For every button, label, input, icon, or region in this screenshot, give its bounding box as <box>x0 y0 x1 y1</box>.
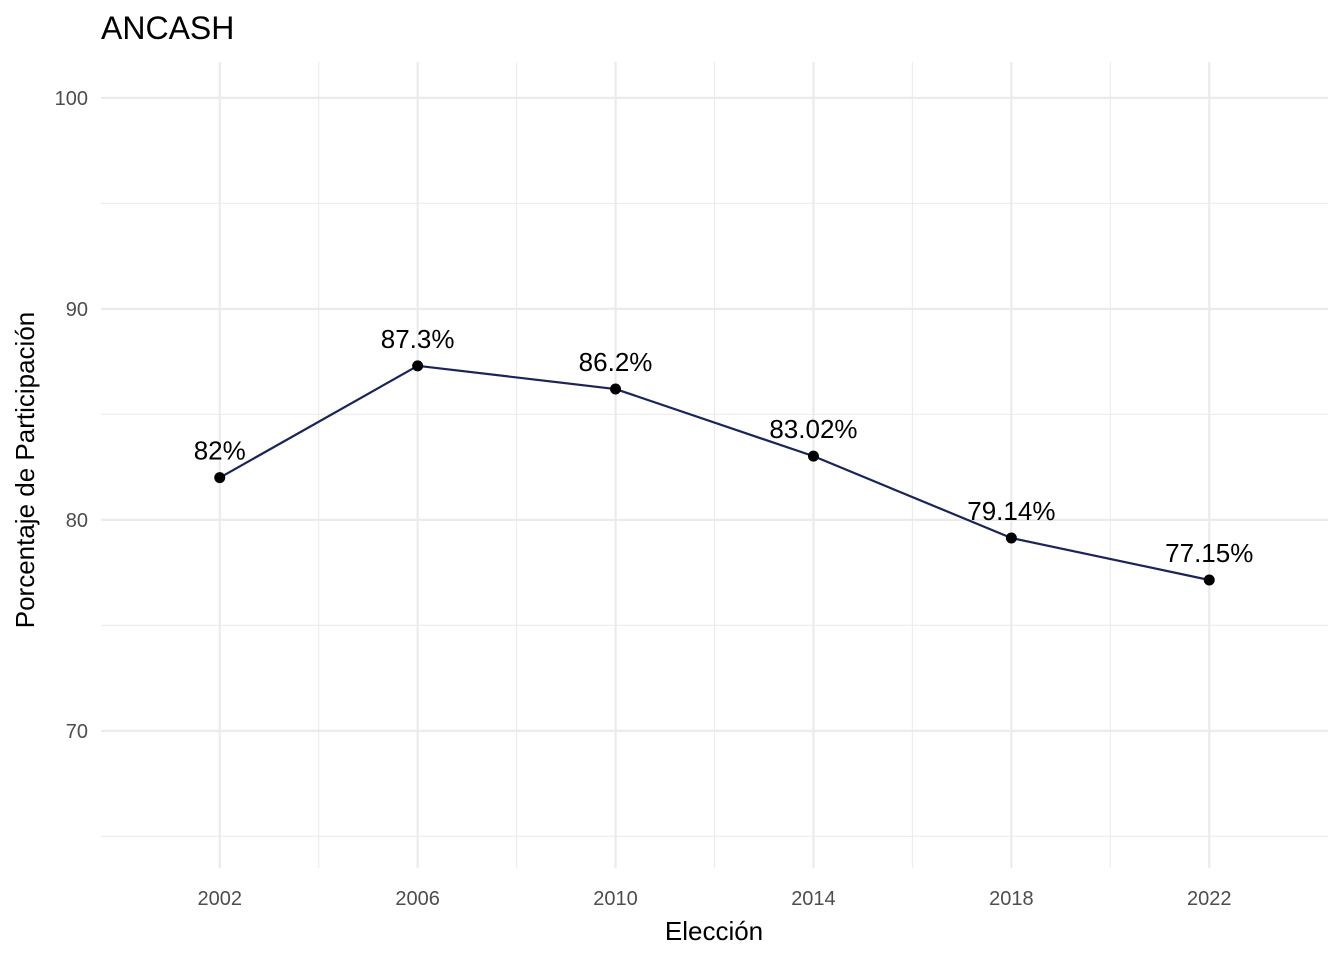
x-axis-title: Elección <box>665 916 763 946</box>
series-line <box>219 364 1210 582</box>
x-tick-label: 2022 <box>1187 888 1232 910</box>
data-point <box>214 472 226 484</box>
data-label: 82% <box>194 436 246 466</box>
x-tick-label: 2010 <box>593 888 638 910</box>
data-label: 77.15% <box>1165 538 1253 568</box>
data-label: 79.14% <box>967 496 1055 526</box>
chart-title: ANCASH <box>101 10 234 46</box>
axis-ticks: 70 80 90 100 2002 2006 2010 2014 2018 2022 <box>55 88 1232 910</box>
x-tick-label: 2002 <box>197 888 242 910</box>
y-tick-label: 80 <box>66 510 88 532</box>
data-point <box>1005 532 1017 544</box>
x-tick-label: 2006 <box>395 888 440 910</box>
x-tick-label: 2014 <box>791 888 836 910</box>
y-tick-label: 100 <box>55 88 88 110</box>
data-point <box>610 383 622 395</box>
data-label: 86.2% <box>579 347 653 377</box>
y-tick-label: 70 <box>66 721 88 743</box>
y-axis-title: Porcentaje de Participación <box>10 312 40 629</box>
data-point <box>412 360 424 372</box>
data-point <box>807 450 819 462</box>
data-label: 87.3% <box>381 324 455 354</box>
y-tick-label: 90 <box>66 299 88 321</box>
data-label: 83.02% <box>769 414 857 444</box>
data-point <box>1203 574 1215 586</box>
data-labels: 82% 87.3% 86.2% 83.02% 79.14% 77.15% <box>194 324 1254 568</box>
x-tick-label: 2018 <box>989 888 1034 910</box>
grid <box>101 62 1328 868</box>
series <box>214 360 1215 586</box>
